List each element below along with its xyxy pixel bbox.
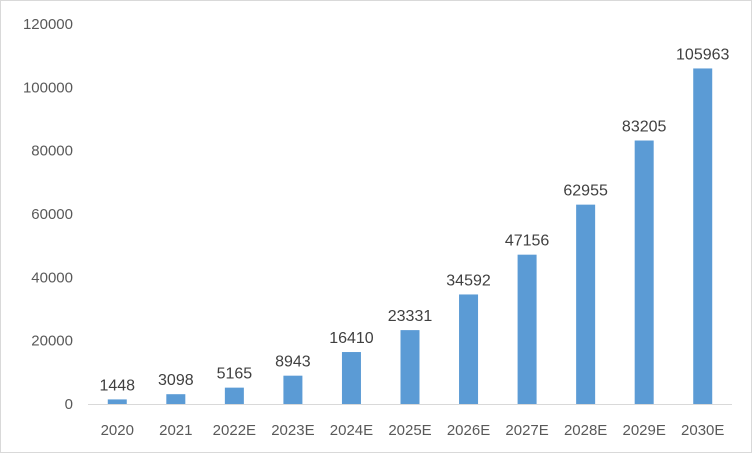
- data-labels-group: 1448 3098 5165 8943 16410 23331 34592 47156 6295…: [99, 46, 729, 394]
- bar-2023E: [283, 375, 303, 404]
- x-tick-label-2021: 2021: [159, 422, 192, 439]
- y-axis-tick-labels: 0 20000 40000 60000 80000 100000 120000: [23, 16, 73, 413]
- data-label-2026E: 34592: [446, 272, 491, 289]
- data-label-2021: 3098: [158, 372, 194, 389]
- x-tick-label-2023E: 2023E: [271, 422, 314, 439]
- y-tick-label: 40000: [31, 269, 73, 286]
- x-tick-label-2026E: 2026E: [447, 422, 490, 439]
- data-label-2028E: 62955: [563, 183, 608, 200]
- x-tick-label-2027E: 2027E: [505, 422, 548, 439]
- x-tick-label-2028E: 2028E: [564, 422, 607, 439]
- data-label-2025E: 23331: [388, 308, 433, 325]
- x-tick-label-2024E: 2024E: [330, 422, 373, 439]
- data-label-2022E: 5165: [217, 366, 253, 383]
- x-tick-label-2029E: 2029E: [622, 422, 665, 439]
- bar-2027E: [517, 254, 537, 404]
- bar-2025E: [400, 330, 420, 404]
- bar-2020: [107, 399, 127, 404]
- y-tick-label: 100000: [23, 79, 73, 96]
- y-tick-label: 80000: [31, 143, 73, 160]
- data-label-2020: 1448: [99, 377, 135, 394]
- data-label-2027E: 47156: [505, 233, 550, 250]
- bar-2021: [166, 394, 186, 404]
- bar-2024E: [341, 352, 361, 404]
- data-label-2030E: 105963: [676, 46, 729, 63]
- bar-2028E: [576, 204, 596, 404]
- data-label-2029E: 83205: [622, 119, 667, 136]
- bars-group: [107, 68, 713, 404]
- bar-2030E: [693, 68, 713, 404]
- x-tick-label-2025E: 2025E: [388, 422, 431, 439]
- bar-2029E: [634, 140, 654, 404]
- x-axis-tick-labels: 2020 2021 2022E 2023E 2024E 2025E 2026E 2027E 20…: [101, 422, 725, 439]
- data-label-2024E: 16410: [329, 330, 374, 347]
- data-label-2023E: 8943: [275, 354, 311, 371]
- x-tick-label-2020: 2020: [101, 422, 134, 439]
- y-tick-label: 0: [65, 396, 73, 413]
- x-tick-label-2030E: 2030E: [681, 422, 724, 439]
- y-tick-label: 60000: [31, 206, 73, 223]
- y-tick-label: 20000: [31, 333, 73, 350]
- y-tick-label: 120000: [23, 16, 73, 33]
- bar-2026E: [459, 294, 479, 404]
- x-tick-label-2022E: 2022E: [213, 422, 256, 439]
- bar-2022E: [224, 387, 244, 404]
